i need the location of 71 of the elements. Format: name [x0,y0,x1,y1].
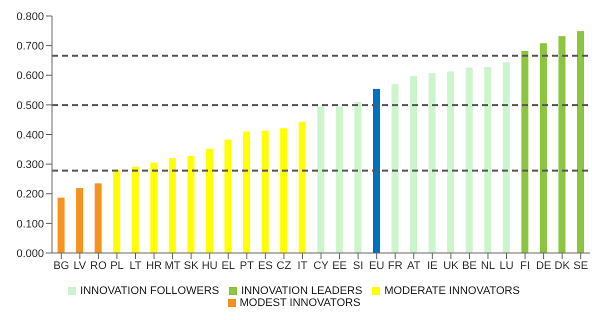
y-tick-label: 0.300 [16,159,44,172]
bar [113,170,120,253]
bar [354,102,362,253]
x-tick-label: ES [258,260,273,272]
x-tick-label: EL [222,260,235,272]
bar [428,73,436,253]
y-tick-label: 0.700 [16,40,44,53]
bar [521,50,528,253]
x-tick-label: EU [369,260,384,272]
bar [150,162,158,253]
y-tick-label: 0.200 [16,188,44,201]
bar [317,106,324,253]
bar [58,198,65,253]
bar [76,188,84,253]
x-tick-label: FR [388,260,403,272]
x-tick-label: HU [202,260,218,272]
legend-label: MODERATE INNOVATORS [384,285,520,297]
x-tick-label: PL [110,260,124,272]
bar [243,132,250,253]
x-tick-label: HR [146,260,162,272]
y-tick-label: 0.800 [16,10,44,23]
bar [336,106,343,253]
x-tick-label: DE [536,260,552,272]
bar [280,128,288,253]
x-tick-label: FI [520,260,530,272]
bar [187,156,194,253]
bar [540,43,547,253]
x-tick-label: SK [184,260,200,272]
x-tick-label: DK [554,260,570,272]
bar [558,36,566,253]
bar [466,68,473,253]
x-tick-label: BG [53,260,70,272]
x-tick-label: AT [407,260,421,272]
bar [224,140,232,253]
x-tick-label: UK [443,260,460,272]
y-tick-label: 0.000 [16,248,44,260]
y-tick-label: 0.500 [16,100,44,112]
x-tick-label: LT [129,260,142,272]
bar [168,158,176,253]
x-tick-label: NL [480,260,495,272]
x-tick-label: IE [427,260,438,272]
x-tick-label: CZ [276,260,292,272]
legend-label: MODEST INNOVATORS [240,297,360,309]
legend-label: INNOVATION LEADERS [241,285,362,297]
bar [262,130,269,253]
bar [502,62,510,253]
bar [391,84,398,253]
bar [206,148,213,253]
x-tick-label: PT [240,260,254,272]
x-tick-label: LV [74,260,87,272]
x-tick-label: RO [90,260,108,272]
bar [372,88,380,253]
bar [577,31,584,253]
bar [94,183,102,253]
x-tick-label: LU [499,260,514,272]
bar [410,76,418,253]
x-tick-label: EE [332,260,347,272]
x-tick-label: SE [573,260,588,272]
legend-label: INNOVATION FOLLOWERS [80,285,220,297]
bar [132,166,139,253]
x-tick-label: SI [352,260,364,272]
x-tick-label: MT [164,260,181,272]
x-tick-label: BE [462,260,477,272]
y-tick-label: 0.400 [16,129,44,142]
bar [298,122,306,253]
x-tick-label: IT [298,260,308,272]
bar [447,71,454,253]
bar [484,66,492,253]
y-tick-label: 0.600 [16,70,44,82]
y-tick-label: 0.100 [16,218,44,230]
x-tick-label: CY [313,260,330,272]
